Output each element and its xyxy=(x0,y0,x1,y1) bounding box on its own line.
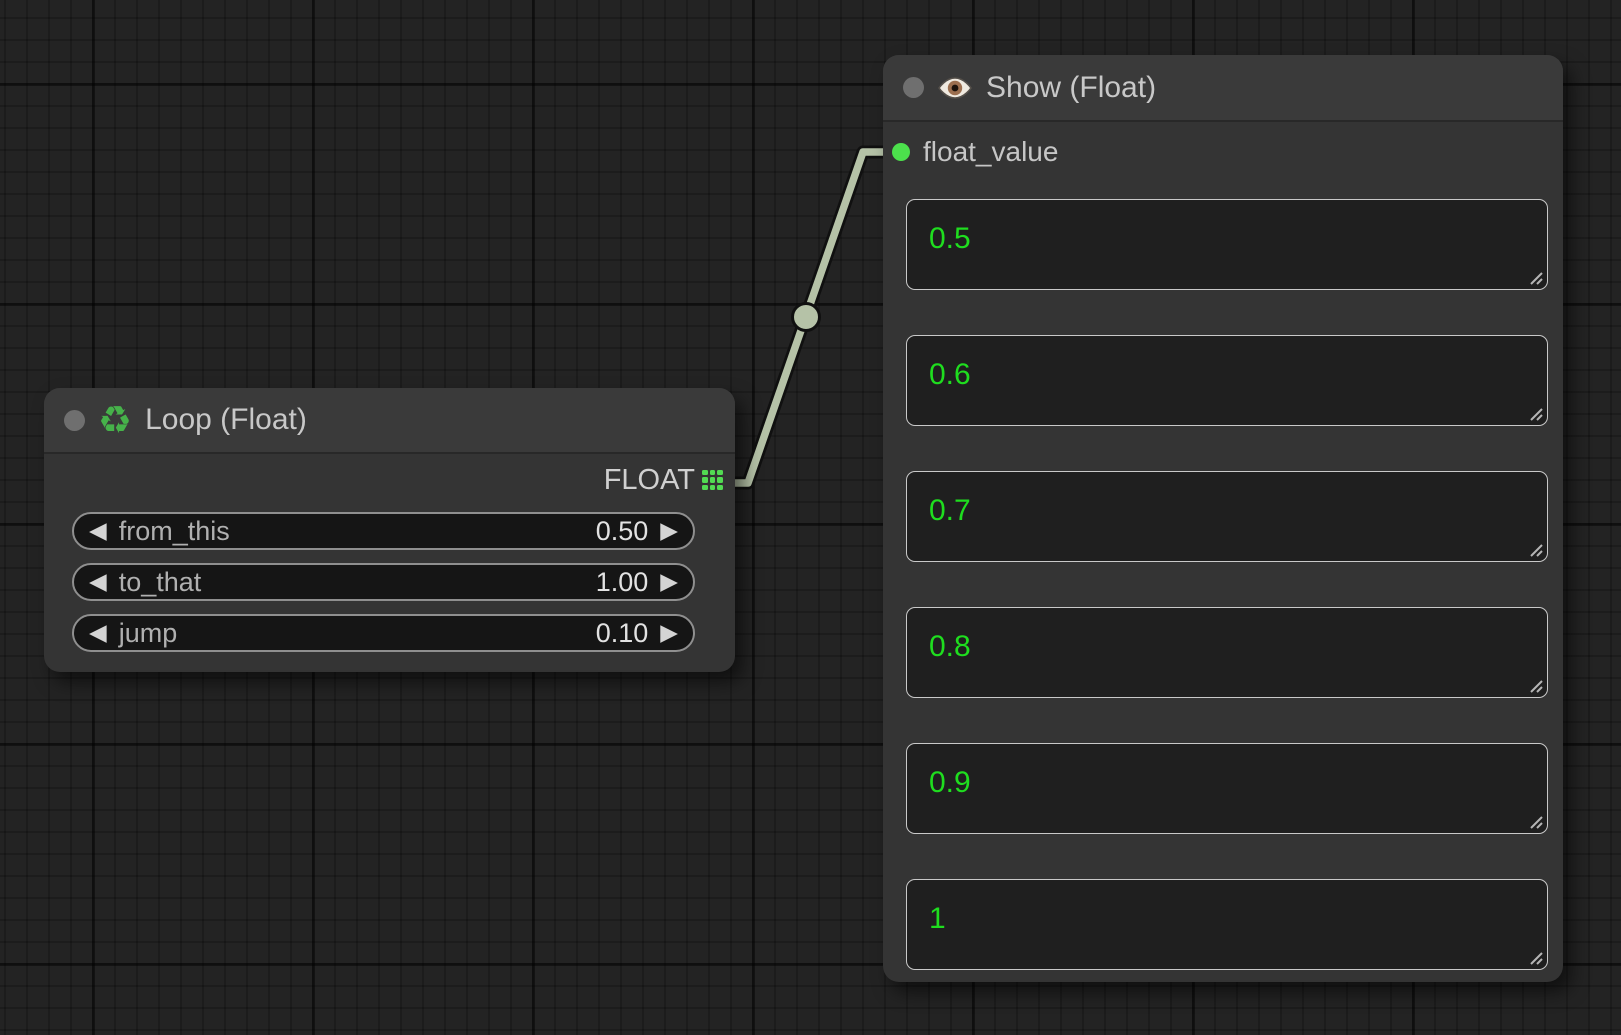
show-float-node[interactable]: Show (Float) float_value 0.5 0.6 0.7 0.8… xyxy=(883,55,1563,982)
eye-icon xyxy=(938,76,972,99)
resize-grip-icon[interactable] xyxy=(1528,950,1543,965)
recycle-icon: ♻ xyxy=(98,398,133,442)
value-textarea[interactable]: 0.9 xyxy=(906,743,1548,834)
resize-grip-icon[interactable] xyxy=(1528,270,1543,285)
float-value-text: 0.9 xyxy=(929,766,971,799)
float-value-text: 0.6 xyxy=(929,358,971,391)
value-textarea[interactable]: 0.6 xyxy=(906,335,1548,426)
widget-value[interactable]: 1.00 xyxy=(595,566,649,597)
float-value-text: 0.7 xyxy=(929,494,971,527)
widget-value[interactable]: 0.50 xyxy=(595,515,649,546)
increment-arrow-icon[interactable]: ▶ xyxy=(660,568,678,595)
float-value-text: 1 xyxy=(929,902,946,935)
wire-midpoint-handle[interactable] xyxy=(791,302,821,332)
decrement-arrow-icon[interactable]: ◀ xyxy=(89,517,107,544)
decrement-arrow-icon[interactable]: ◀ xyxy=(89,619,107,646)
widget-from-this[interactable]: ◀ from_this 0.50 ▶ xyxy=(72,512,695,550)
float-value-text: 0.8 xyxy=(929,630,971,663)
node-title: Show (Float) xyxy=(986,70,1157,104)
widget-value[interactable]: 0.10 xyxy=(595,617,649,648)
widget-name: from_this xyxy=(118,515,230,546)
grid-slot-icon[interactable] xyxy=(702,469,723,491)
input-slot-row: float_value xyxy=(892,134,1563,170)
value-textarea[interactable]: 0.5 xyxy=(906,199,1548,290)
resize-grip-icon[interactable] xyxy=(1528,406,1543,421)
show-node-titlebar[interactable]: Show (Float) xyxy=(883,55,1563,122)
float-value-text: 0.5 xyxy=(929,222,971,255)
node-title: Loop (Float) xyxy=(145,403,307,436)
widget-jump[interactable]: ◀ jump 0.10 ▶ xyxy=(72,614,695,652)
decrement-arrow-icon[interactable]: ◀ xyxy=(89,568,107,595)
output-slot-label: FLOAT xyxy=(603,463,695,496)
resize-grip-icon[interactable] xyxy=(1528,678,1543,693)
output-slot-row: FLOAT xyxy=(44,454,735,506)
resize-grip-icon[interactable] xyxy=(1528,814,1543,829)
widget-name: to_that xyxy=(118,566,202,597)
value-textarea[interactable]: 0.8 xyxy=(906,607,1548,698)
widget-name: jump xyxy=(118,617,178,648)
increment-arrow-icon[interactable]: ▶ xyxy=(660,517,678,544)
input-slot-label: float_value xyxy=(923,136,1059,167)
collapse-dot[interactable] xyxy=(903,77,924,98)
input-slot-dot[interactable] xyxy=(892,143,910,161)
resize-grip-icon[interactable] xyxy=(1528,542,1543,557)
increment-arrow-icon[interactable]: ▶ xyxy=(660,619,678,646)
loop-node-titlebar[interactable]: ♻ Loop (Float) xyxy=(44,388,735,454)
value-textarea[interactable]: 1 xyxy=(906,879,1548,970)
value-textarea[interactable]: 0.7 xyxy=(906,471,1548,562)
collapse-dot[interactable] xyxy=(64,409,85,431)
widget-to-that[interactable]: ◀ to_that 1.00 ▶ xyxy=(72,563,695,601)
loop-float-node[interactable]: ♻ Loop (Float) FLOAT ◀ from_this 0.50 ▶ … xyxy=(44,388,735,672)
